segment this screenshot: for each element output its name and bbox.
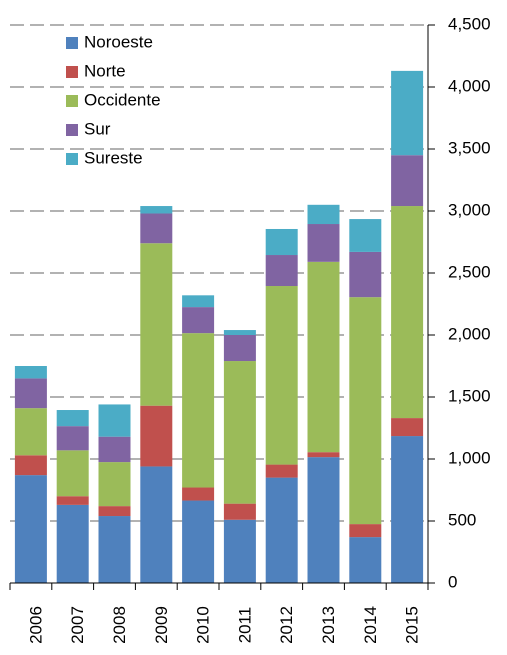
x-tick-label: 2009 xyxy=(152,606,171,644)
bar-segment xyxy=(182,307,215,334)
bar-segment xyxy=(14,366,47,379)
bar-segment xyxy=(182,333,215,488)
bar-segment xyxy=(140,213,173,244)
bar-segment xyxy=(307,452,340,458)
bar-segment xyxy=(140,466,173,583)
bar-segment xyxy=(265,228,298,256)
bar-segment xyxy=(98,436,131,463)
bar-segment xyxy=(349,297,382,525)
bar-segment xyxy=(98,404,131,437)
y-tick-label: 3,500 xyxy=(448,138,491,157)
bar-segment xyxy=(98,462,131,507)
bar-segment xyxy=(265,464,298,478)
y-tick-label: 1,000 xyxy=(448,448,491,467)
bar-segment xyxy=(265,286,298,465)
x-tick-label: 2015 xyxy=(403,606,422,644)
bar-segment xyxy=(56,496,89,505)
x-tick-label: 2007 xyxy=(68,606,87,644)
bar-segment xyxy=(349,251,382,298)
legend-label: Norte xyxy=(84,61,126,80)
x-tick-label: 2012 xyxy=(277,606,296,644)
x-tick-label: 2013 xyxy=(319,606,338,644)
legend-label: Sureste xyxy=(84,148,143,167)
bar-segment xyxy=(223,503,256,520)
bar-segment xyxy=(140,405,173,467)
bar-segment xyxy=(307,457,340,583)
bar-segment xyxy=(349,219,382,252)
x-tick-label: 2011 xyxy=(235,607,254,644)
legend-label: Noroeste xyxy=(84,32,153,51)
bar-segment xyxy=(223,519,256,583)
bar-segment xyxy=(56,426,89,451)
legend-swatch xyxy=(66,153,78,165)
bar-segment xyxy=(391,418,424,437)
x-tick-label: 2014 xyxy=(361,606,380,644)
bar-segment xyxy=(265,255,298,287)
y-tick-label: 0 xyxy=(448,572,457,591)
y-tick-label: 3,000 xyxy=(448,200,491,219)
bar-segment xyxy=(14,378,47,409)
bar-segment xyxy=(182,500,215,583)
bar-segment xyxy=(14,475,47,583)
bar-segment xyxy=(307,204,340,225)
bar-segment xyxy=(14,455,47,476)
bar-segment xyxy=(349,537,382,583)
bar-segment xyxy=(349,524,382,538)
bar-segment xyxy=(56,410,89,427)
bar-segment xyxy=(14,408,47,456)
bar-segment xyxy=(223,361,256,504)
legend-label: Occidente xyxy=(84,90,161,109)
bar-segment xyxy=(391,155,424,207)
legend-swatch xyxy=(66,37,78,49)
x-tick-label: 2010 xyxy=(194,606,213,644)
legend-swatch xyxy=(66,95,78,107)
y-tick-label: 4,500 xyxy=(448,14,491,33)
bar-segment xyxy=(223,335,256,362)
bar-segment xyxy=(223,330,256,335)
y-tick-label: 4,000 xyxy=(448,76,491,95)
bar-segment xyxy=(391,70,424,156)
bar-segment xyxy=(140,206,173,214)
bar-segment xyxy=(182,487,215,501)
bar-segment xyxy=(56,504,89,583)
bar-segment xyxy=(98,506,131,517)
legend-swatch xyxy=(66,66,78,78)
x-tick-label: 2006 xyxy=(26,606,45,644)
legend-swatch xyxy=(66,124,78,136)
bar-segment xyxy=(307,224,340,262)
legend-label: Sur xyxy=(84,119,111,138)
bar-segment xyxy=(391,436,424,583)
bar-segment xyxy=(307,261,340,453)
bar-segment xyxy=(140,243,173,406)
y-tick-label: 2,000 xyxy=(448,324,491,343)
bar-segment xyxy=(182,295,215,308)
x-tick-label: 2008 xyxy=(110,606,129,644)
y-tick-label: 500 xyxy=(448,510,476,529)
bar-segment xyxy=(265,477,298,583)
bar-segment xyxy=(56,450,89,497)
bar-segment xyxy=(98,516,131,583)
bar-segment xyxy=(391,206,424,419)
y-tick-label: 2,500 xyxy=(448,262,491,281)
y-tick-label: 1,500 xyxy=(448,386,491,405)
